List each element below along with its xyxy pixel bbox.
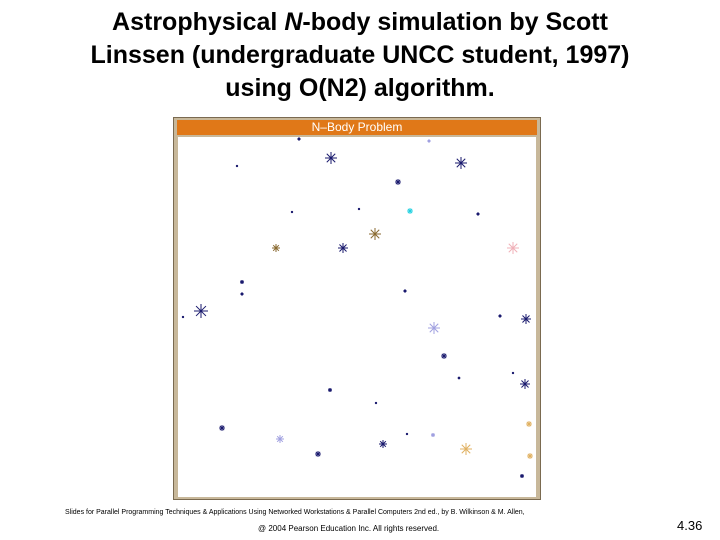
star <box>276 435 284 443</box>
title-text: using O(N2) algorithm. <box>225 74 495 102</box>
star-ray <box>520 474 524 478</box>
star <box>325 152 337 164</box>
star <box>507 242 519 254</box>
title-text: Astrophysical <box>112 8 285 36</box>
star <box>407 208 413 214</box>
title-italic: N <box>284 8 303 36</box>
star-ray <box>370 229 380 239</box>
star <box>240 280 244 284</box>
star-ray <box>511 371 515 375</box>
page-number: 4.36 <box>677 518 703 533</box>
star-ray <box>328 388 332 392</box>
star-ray <box>272 244 280 252</box>
star-ray <box>379 440 387 448</box>
star-ray <box>429 323 439 333</box>
star <box>526 421 532 427</box>
star-ray <box>521 380 529 388</box>
star <box>338 243 348 253</box>
star-ray <box>326 153 336 163</box>
star-ray <box>219 425 225 431</box>
star-ray <box>395 179 401 185</box>
star-ray <box>339 244 347 252</box>
star <box>405 432 409 436</box>
star-ray <box>403 289 407 293</box>
star <box>460 443 472 455</box>
star-ray <box>195 305 207 317</box>
star-ray <box>240 280 244 284</box>
star-ray <box>508 243 518 253</box>
star-ray <box>297 137 301 141</box>
star <box>181 315 185 319</box>
star <box>498 314 502 318</box>
star-ray <box>441 353 447 359</box>
star <box>272 244 280 252</box>
star <box>403 289 407 293</box>
title-text: Linssen (undergraduate UNCC student, 199… <box>90 41 630 69</box>
window-title: N–Body Problem <box>311 120 403 134</box>
star-ray <box>431 433 435 437</box>
star-ray <box>498 314 502 318</box>
star-ray <box>461 444 471 454</box>
star <box>297 137 301 141</box>
star <box>219 425 225 431</box>
star-ray <box>456 158 466 168</box>
star-ray <box>290 210 294 214</box>
star <box>511 371 515 375</box>
star <box>395 179 401 185</box>
star <box>357 207 361 211</box>
slide-title: Astrophysical N-body simulation by Scott… <box>0 6 720 105</box>
title-text: -body simulation by Scott <box>302 8 608 36</box>
star-ray <box>457 376 461 380</box>
star <box>315 451 321 457</box>
star <box>520 474 524 478</box>
star <box>521 314 531 324</box>
star <box>431 433 435 437</box>
star-ray <box>181 315 185 319</box>
star-ray <box>527 453 533 459</box>
star <box>328 388 332 392</box>
star-ray <box>374 401 378 405</box>
star-ray <box>405 432 409 436</box>
star <box>194 304 208 318</box>
star-ray <box>315 451 321 457</box>
star-ray <box>276 435 284 443</box>
app-window: N–Body Problem <box>173 117 541 500</box>
footer-credit: Slides for Parallel Programming Techniqu… <box>65 509 525 516</box>
star-ray <box>407 208 413 214</box>
star <box>527 453 533 459</box>
star <box>290 210 294 214</box>
star <box>441 353 447 359</box>
simulation-field <box>178 137 536 497</box>
star <box>374 401 378 405</box>
star <box>428 322 440 334</box>
star <box>369 228 381 240</box>
star <box>455 157 467 169</box>
star <box>457 376 461 380</box>
star <box>379 440 387 448</box>
star <box>476 212 480 216</box>
star-ray <box>357 207 361 211</box>
star <box>240 292 244 296</box>
star <box>235 164 239 168</box>
star-ray <box>522 315 530 323</box>
footer-copyright: @ 2004 Pearson Education Inc. All rights… <box>258 524 440 533</box>
star <box>520 379 530 389</box>
star-ray <box>526 421 532 427</box>
star-ray <box>235 164 239 168</box>
star <box>427 139 431 143</box>
star-ray <box>427 139 431 143</box>
window-titlebar[interactable]: N–Body Problem <box>177 120 537 135</box>
star-ray <box>476 212 480 216</box>
star-ray <box>240 292 244 296</box>
